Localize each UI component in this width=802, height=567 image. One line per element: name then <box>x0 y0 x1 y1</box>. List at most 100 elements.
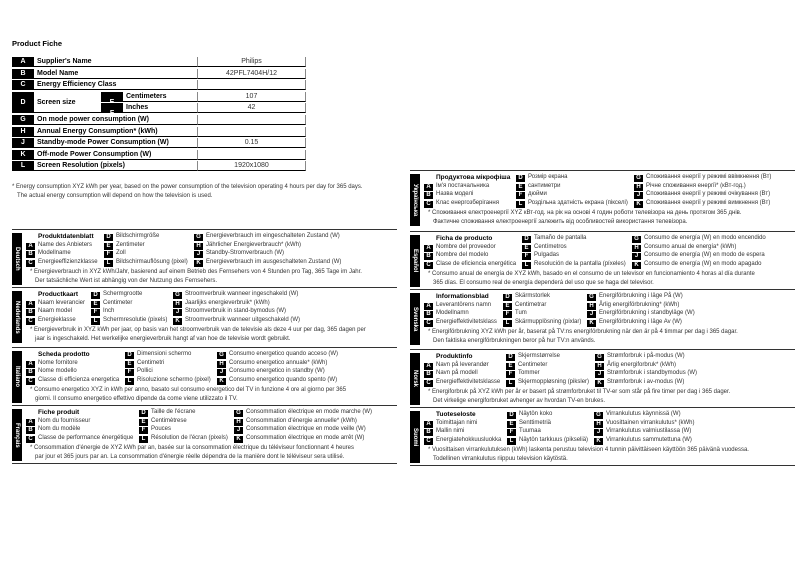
item-label: Consumo energetico quando spento (W) <box>229 377 338 384</box>
row-value: 42PFL7404H/12 <box>198 68 306 79</box>
row-value: 107 <box>198 91 306 102</box>
letter-badge: D <box>91 292 100 299</box>
item-K: K Consumo energetico quando spento (W) <box>217 376 338 386</box>
letter-badge: A <box>424 244 433 252</box>
item-B: B Naam model <box>26 307 73 317</box>
item-B: B Mallin nimi <box>424 427 464 437</box>
letter-badge: D <box>104 234 113 241</box>
fiche-row: K Off-mode Power Consumption (W) <box>12 149 306 160</box>
row-label: Screen Resolution (pixels) <box>34 161 198 172</box>
letter-badge: G <box>594 412 603 419</box>
letter-badge: J <box>632 253 641 261</box>
item-J: J Virrankulutus valmiustilassa (W) <box>594 427 692 437</box>
item-F: F Pollici <box>125 367 153 377</box>
letter-badge: L <box>91 318 100 326</box>
item-label: Tamaño de pantalla <box>534 235 587 241</box>
letter-badge: K <box>194 260 203 268</box>
item-C: C Classe de performance énergétique <box>26 434 133 444</box>
letter-badge: J <box>587 311 596 319</box>
letter-badge: B <box>26 427 35 435</box>
item-label: Energiförbrukning i läge Av (W) <box>599 319 682 326</box>
footnote-line: * Energiforbruk på XYZ kWh per år er bas… <box>428 389 731 395</box>
fiche-row: F Inches 42 <box>101 103 306 117</box>
item-G: G Strømforbruk i på-modus (W) <box>595 352 685 361</box>
item-D: D Bildschirmgröße <box>104 232 159 241</box>
item-H: H Consumo anual de energía* (kWh) <box>632 243 736 252</box>
letter-badge: F <box>506 371 515 379</box>
letter-badge: C <box>424 320 433 328</box>
letter-badge: K <box>594 438 603 446</box>
letter-badge: G <box>194 234 203 241</box>
item-H: H Jaarlijks energieverbruik* (kWh) <box>173 299 270 308</box>
item-label: Classe di efficienza energetica <box>38 377 120 384</box>
letter-badge: A <box>424 302 433 310</box>
item-label: Schermgrootte <box>103 291 143 297</box>
item-label: Naam model <box>38 308 73 315</box>
row-label: Annual Energy Consumption* (kWh) <box>34 126 198 137</box>
item-label: Virrankulutus valmiustilassa (W) <box>606 428 692 435</box>
language-label: Nederlands <box>12 291 22 343</box>
item-label: Tum <box>515 310 527 317</box>
item-label: Consommation d'énergie annuelle* (kWh) <box>246 417 357 424</box>
letter-badge: G <box>217 352 226 359</box>
item-label: Strømforbruk i på-modus (W) <box>607 353 685 359</box>
item-K: K Strømforbruk i av-modus (W) <box>595 378 684 388</box>
row-label: Standby-mode Power Consumption (W) <box>34 138 198 149</box>
row-label: Supplier's Name <box>34 57 198 67</box>
item-E: E Centímetros <box>522 243 567 252</box>
item-label: Energieklasse <box>38 317 76 324</box>
item-label: Клас енергозберігання <box>436 200 499 207</box>
letter-badge: G <box>595 354 604 361</box>
item-F: F Tum <box>503 309 527 319</box>
item-label: Nome fornitore <box>38 359 78 366</box>
letter-badge: B <box>424 192 433 200</box>
item-F: F Zoll <box>104 249 126 259</box>
letter-badge: L <box>104 260 113 268</box>
letter-badge: F <box>91 309 100 317</box>
item-J: J Споживання енергії у режимі очікування … <box>634 190 770 200</box>
footnote-line: Todellinen virrankulutus riippuu televis… <box>433 455 568 462</box>
item-E: E Centimeter <box>506 361 547 370</box>
letter-badge: K <box>234 436 243 444</box>
row-letter: L <box>12 161 34 172</box>
item-F: F Tommer <box>506 369 540 379</box>
item-label: Energiatehokkuusluokka <box>436 437 502 444</box>
item-G: G Consumo de energía (W) en modo encendid… <box>632 234 766 243</box>
item-label: Taille de l'écrane <box>151 409 196 415</box>
letter-badge: C <box>26 318 35 326</box>
item-label: Consumo de energía (W) en modo encendido <box>644 235 766 241</box>
footnote-line: * Vuosittaisen virrankulutuksen (kWh) la… <box>428 447 749 453</box>
item-D: D Skärmstorlek <box>503 292 550 301</box>
item-label: Näytön tarkkuus (pikseliä) <box>519 437 589 444</box>
item-label: Споживання енергії у режимі вимкнення (В… <box>646 200 771 207</box>
letter-badge: H <box>634 183 643 191</box>
footnote-line: * Споживання електроенергії XYZ кВт-год.… <box>428 210 742 216</box>
item-A: A Ім'я постачальника <box>424 182 489 191</box>
letter-badge: G <box>632 236 641 243</box>
item-label: Energiförbrukning i läge På (W) <box>599 293 683 299</box>
item-G: G Energieverbrauch im eingeschalteten Zus… <box>194 232 340 241</box>
item-G: G Споживання енергії у режимі ввімкнення … <box>634 173 771 182</box>
block-footnote: * Consommation d'énergie de XYZ kWh par … <box>30 444 396 461</box>
fiche-row: L Screen Resolution (pixels) 1920x1080 <box>12 161 306 172</box>
letter-badge: G <box>587 294 596 301</box>
item-label: Consumo energetico in standby (W) <box>229 368 325 375</box>
item-C: C Energieeffizienzklasse <box>26 258 98 268</box>
item-D: D Розмір екрана <box>516 173 568 182</box>
letter-badge: H <box>587 302 596 310</box>
item-J: J Energiförbrukning i standbyläge (W) <box>587 309 695 319</box>
item-label: Jaarlijks energieverbruik* (kWh) <box>185 299 270 306</box>
item-H: H Consommation d'énergie annuelle* (kWh) <box>234 417 357 426</box>
item-label: Energieeffizienzklasse <box>38 259 98 266</box>
footnote-line: par jour et 365 jours par an. La consomm… <box>35 453 345 460</box>
item-label: Résolution de l'écran (pixels) <box>151 435 228 442</box>
item-label: Річне споживання енергії* (кВт-год.) <box>646 182 746 189</box>
letter-badge: L <box>507 438 516 446</box>
letter-badge: A <box>424 183 433 191</box>
item-label: Modellname <box>38 250 71 257</box>
item-L: L Bildschirmauflösung (pixel) <box>104 258 188 268</box>
letter-badge: F <box>139 427 148 435</box>
letter-badge: G <box>634 175 643 182</box>
footnote-line: * Consumo anual de energía de XYZ kWh, b… <box>428 271 755 277</box>
item-label: Bildschirmgröße <box>116 233 160 239</box>
